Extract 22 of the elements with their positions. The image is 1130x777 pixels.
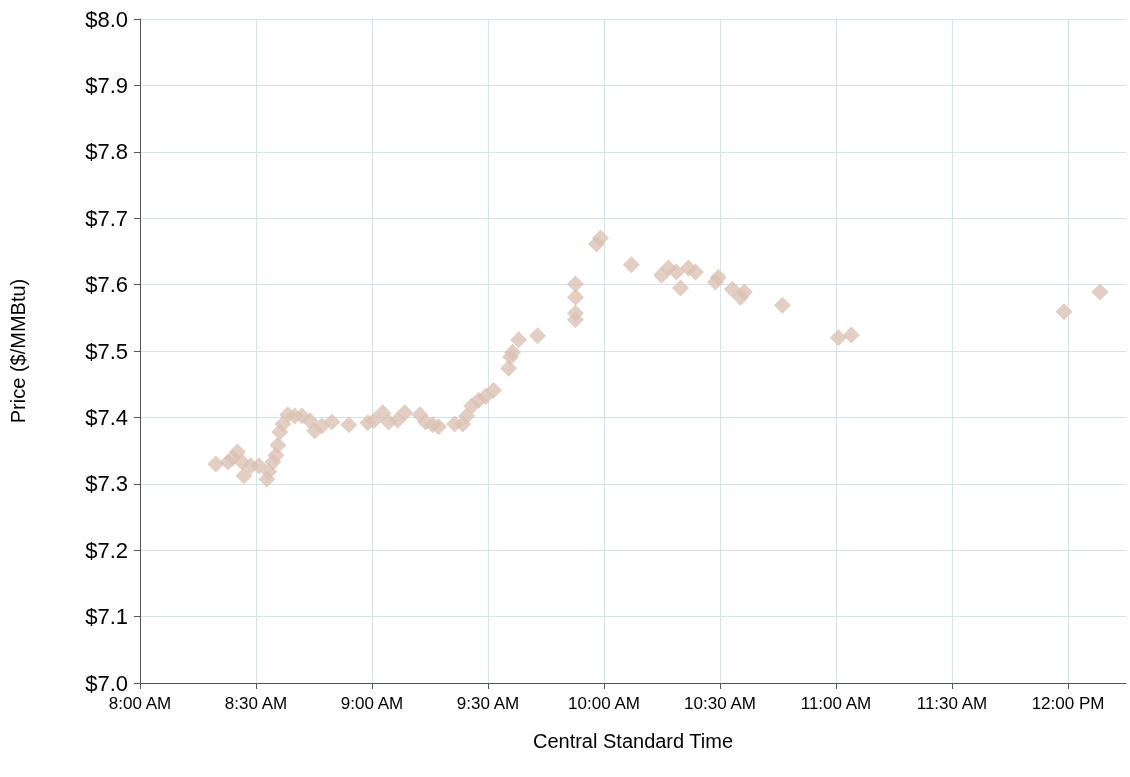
y-tick-label: $7.2 (85, 537, 128, 563)
x-tick-label: 8:30 AM (224, 694, 288, 713)
x-tick-label: 12:00 PM (1031, 694, 1105, 713)
x-tick-label: 9:30 AM (456, 694, 520, 713)
y-tick-label: $7.8 (85, 139, 128, 165)
x-tick-label: 8:00 AM (108, 694, 172, 713)
y-tick-label: $7.5 (85, 338, 128, 364)
y-tick-label: $8.0 (85, 6, 128, 32)
y-axis-title: Price ($/MMBtu) (7, 278, 29, 424)
x-tick-label: 11:30 AM (916, 694, 988, 713)
x-tick-label: 9:00 AM (340, 694, 404, 713)
y-tick-label: $7.7 (85, 205, 128, 231)
x-tick-label: 10:30 AM (684, 694, 756, 713)
x-tick-label: 10:00 AM (568, 694, 640, 713)
x-axis-title: Central Standard Time (532, 730, 734, 752)
y-tick-label: $7.6 (85, 272, 128, 298)
y-tick-label: $7.1 (85, 604, 128, 630)
y-tick-label: $7.0 (85, 670, 128, 696)
y-tick-label: $7.9 (85, 72, 128, 98)
y-tick-label: $7.4 (85, 404, 128, 430)
y-tick-label: $7.3 (85, 471, 128, 497)
x-tick-label: 11:00 AM (800, 694, 872, 713)
